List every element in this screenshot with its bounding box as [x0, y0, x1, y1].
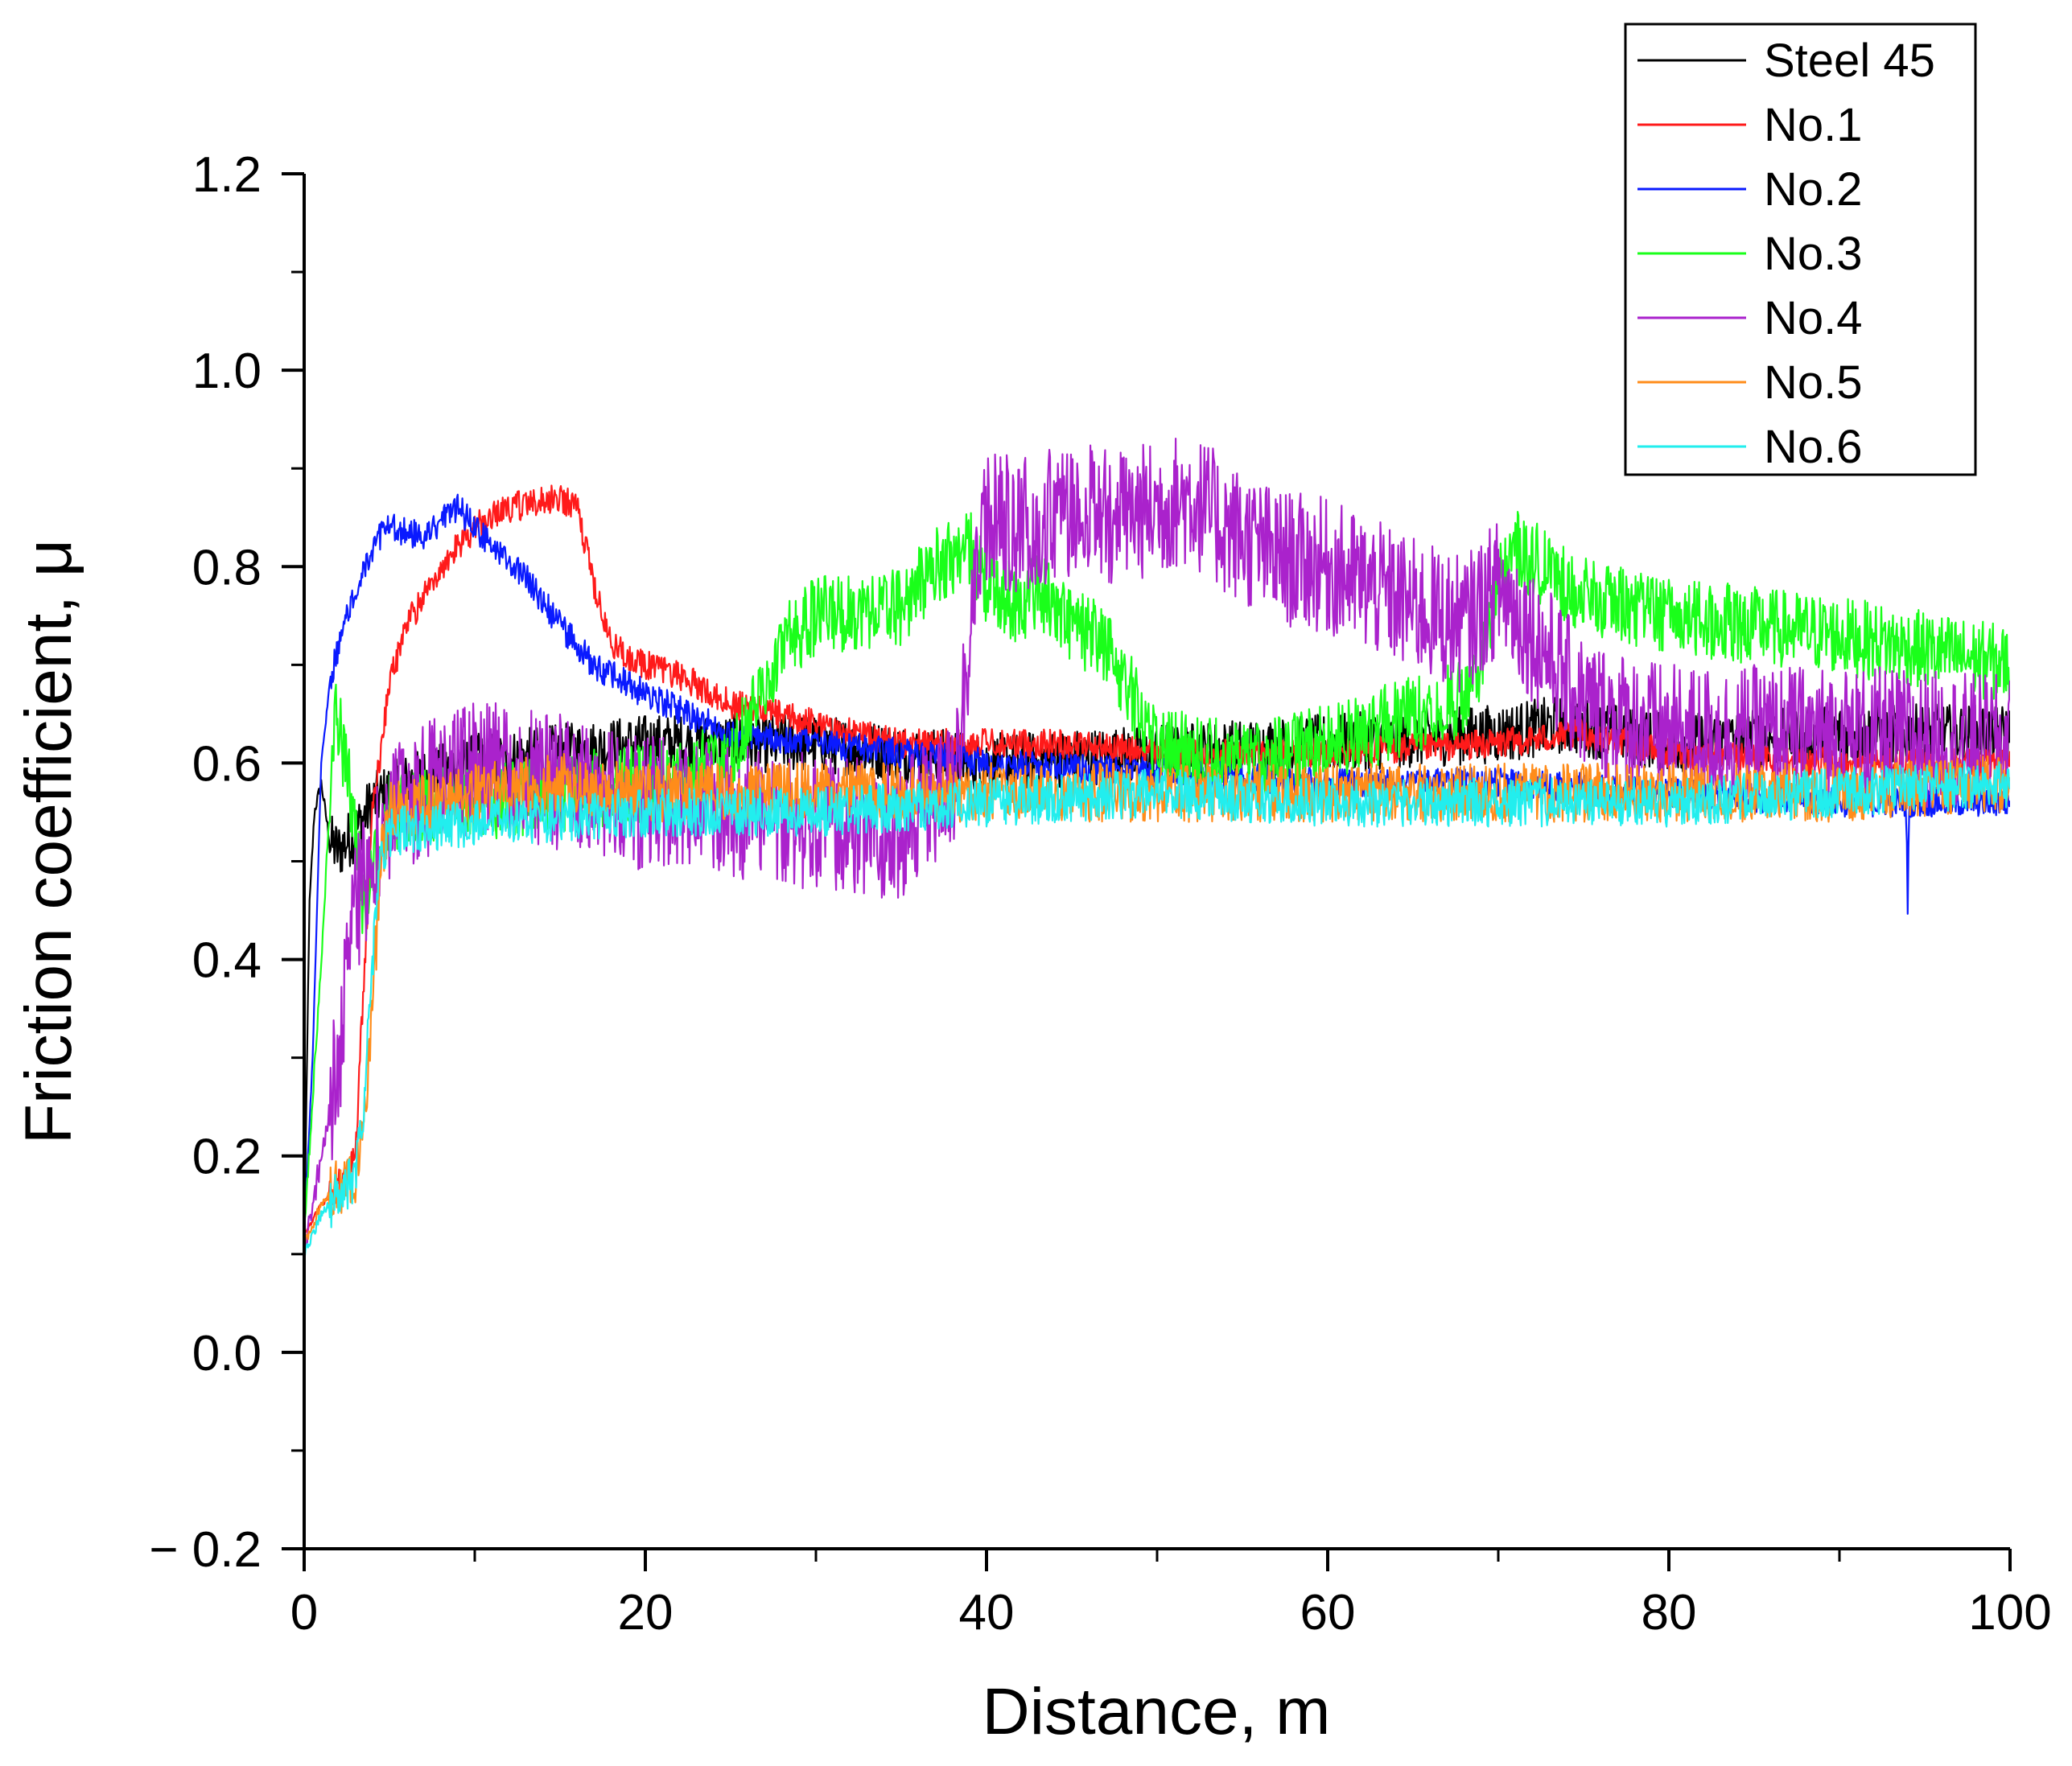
- legend-label-no-5: No.5: [1764, 356, 1863, 409]
- y-tick-label: 1.0: [192, 344, 262, 399]
- legend-label-no-1: No.1: [1764, 99, 1863, 151]
- series-layer: [304, 437, 2010, 1258]
- x-tick-label: 20: [618, 1585, 674, 1640]
- y-axis-title: Friction coefficient, μ: [12, 539, 85, 1144]
- legend-label-no-2: No.2: [1764, 163, 1863, 216]
- y-tick-label: 1.2: [192, 147, 262, 203]
- x-tick-label: 0: [290, 1585, 318, 1640]
- x-tick-label: 40: [959, 1585, 1015, 1640]
- x-tick-label: 100: [1968, 1585, 2051, 1640]
- legend-label-no-4: No.4: [1764, 292, 1863, 344]
- x-tick-label: 80: [1642, 1585, 1697, 1640]
- axes-layer: 0 20 40 60 80 100 − 0.2 0.0 0.2 0.4 0.6 0.8 1.0 1.2: [149, 147, 2051, 1640]
- x-tick-label: 60: [1300, 1585, 1356, 1640]
- y-tick-label: 0.0: [192, 1326, 262, 1381]
- y-tick-label: 0.2: [192, 1130, 262, 1185]
- y-tick-label: 0.8: [192, 540, 262, 595]
- y-tick-label: 0.6: [192, 736, 262, 792]
- legend-label-steel-45: Steel 45: [1764, 35, 1935, 87]
- legend-label-no-6: No.6: [1764, 421, 1863, 473]
- legend-label-no-3: No.3: [1764, 228, 1863, 280]
- y-tick-label: − 0.2: [149, 1522, 262, 1578]
- x-axis-title: Distance, m: [982, 1675, 1331, 1748]
- legend-box: [1624, 23, 1977, 476]
- series-line-no-6: [304, 760, 2010, 1258]
- y-tick-label: 0.4: [192, 933, 262, 989]
- legend: Steel 45 No.1 No.2 No.3 No.4 No.5 No.6: [1624, 23, 1977, 476]
